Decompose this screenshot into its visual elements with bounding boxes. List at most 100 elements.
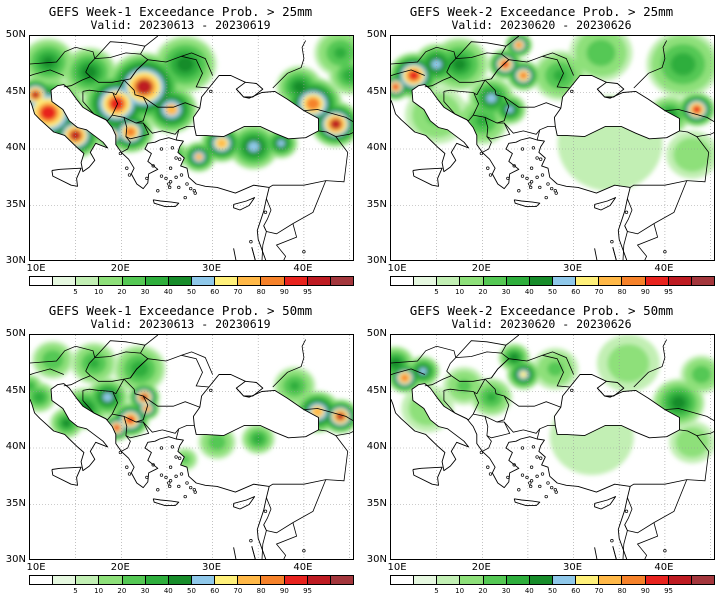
prob-contour-5 [549, 398, 634, 476]
lat-lon-grid [391, 36, 714, 260]
colorbar-label: 90 [640, 587, 650, 595]
coastlines-borders [30, 75, 319, 260]
lon-label: 20E [110, 562, 130, 573]
lat-label: 45N [366, 85, 387, 97]
prob-contour-95 [135, 79, 153, 95]
lat-label: 35N [5, 497, 26, 509]
colorbar-label: 95 [303, 288, 313, 296]
lat-label: 30N [5, 255, 26, 266]
prob-contour-90 [109, 97, 125, 111]
colorbar-swatch [168, 277, 192, 285]
colorbar-swatch [30, 576, 54, 584]
colorbar-swatch [552, 576, 577, 584]
prob-contour-90 [113, 424, 120, 431]
prob-contour-40 [391, 358, 401, 368]
prob-contour-90 [692, 105, 701, 114]
colorbar-swatch [506, 277, 530, 285]
colorbar-label: 5 [73, 587, 78, 595]
prob-contour-20 [691, 365, 712, 384]
colorbar-label: 90 [279, 587, 289, 595]
prob-contour-90 [408, 70, 420, 81]
prob-contour-40 [62, 419, 71, 427]
colorbar-swatch [53, 576, 77, 584]
colorbar-label: 60 [210, 288, 220, 296]
lat-label: 30N [5, 554, 26, 565]
islands [479, 89, 667, 254]
colorbar-swatch [238, 277, 262, 285]
colorbar-swatch [599, 277, 623, 285]
prob-contour-40 [671, 396, 686, 410]
prob-contour-30 [252, 433, 264, 445]
prob-contour-40 [42, 56, 55, 68]
colorbar-swatch [30, 277, 54, 285]
colorbar [390, 276, 715, 286]
prob-contour-40 [176, 56, 194, 73]
prob-contour-50 [277, 139, 285, 147]
prob-contour-40 [664, 110, 674, 120]
prob-contour-40 [453, 58, 466, 71]
prob-contour-70 [165, 104, 178, 115]
lat-lon-grid [30, 335, 353, 559]
lat-label: 50N [366, 29, 387, 40]
prob-contour-70 [217, 139, 227, 148]
colorbar-label: 30 [140, 288, 150, 296]
panel-valid-dates: Valid: 20230620 - 20230626 [451, 18, 632, 32]
map-panel-1: GEFS Week-1 Exceedance Prob. > 25mm Valid… [0, 0, 361, 299]
probability-map [30, 335, 353, 559]
colorbar-label: 30 [501, 587, 511, 595]
colorbar-label: 50 [548, 288, 557, 296]
probability-map [30, 36, 353, 260]
lat-label: 45N [5, 384, 26, 396]
map-panel-2: GEFS Week-2 Exceedance Prob. > 25mm Valid… [361, 0, 722, 299]
lat-lon-grid [391, 335, 714, 559]
colorbar-swatch [76, 576, 100, 584]
map-area [390, 334, 715, 560]
panel-valid-dates: Valid: 20230613 - 20230619 [90, 317, 271, 331]
colorbar-label: 5 [434, 587, 439, 595]
prob-contour-30 [33, 391, 45, 403]
lat-label: 50N [366, 328, 387, 339]
colorbar-swatch [330, 277, 353, 285]
panel-title: GEFS Week-1 Exceedance Prob. > 50mm [48, 303, 313, 318]
lat-label: 40N [366, 441, 387, 452]
lat-lon-grid [30, 36, 353, 260]
colorbar [29, 575, 354, 585]
prob-contour-40 [293, 81, 306, 93]
colorbar-label: 40 [163, 587, 173, 595]
colorbar-swatch [668, 576, 692, 584]
panel-valid-dates: Valid: 20230620 - 20230626 [451, 317, 632, 331]
lon-label: 30E [202, 263, 222, 274]
islands [118, 89, 306, 254]
colorbar-label: 5 [73, 288, 78, 296]
colorbar-swatch [261, 277, 285, 285]
prob-contour-90 [501, 60, 509, 68]
colorbar-swatch [284, 277, 308, 285]
prob-contour-20 [547, 361, 564, 377]
colorbar-label: 40 [524, 288, 534, 296]
lat-label: 30N [366, 255, 387, 266]
colorbar-swatch [437, 576, 461, 584]
prob-contour-30 [342, 68, 353, 83]
colorbar-swatch [668, 277, 692, 285]
colorbar-swatch [307, 576, 331, 584]
colorbar-swatch [284, 576, 308, 584]
lon-label: 20E [471, 263, 491, 274]
colorbar-swatch [506, 576, 530, 584]
colorbar-swatch [622, 277, 646, 285]
lon-label: 20E [110, 263, 130, 274]
colorbar-label: 80 [256, 288, 266, 296]
prob-contour-50 [431, 59, 442, 69]
colorbar-label: 95 [303, 587, 313, 595]
map-area [29, 35, 354, 261]
probability-field [30, 340, 353, 471]
country-borders [391, 36, 714, 260]
colorbar-label: 10 [455, 288, 465, 296]
prob-contour-80 [401, 374, 409, 382]
colorbar-label: 50 [187, 587, 196, 595]
colorbar-label: 40 [163, 288, 173, 296]
lat-label: 35N [5, 198, 26, 210]
colorbar-swatch [599, 576, 623, 584]
probability-field [391, 335, 714, 476]
prob-contour-10 [607, 344, 650, 383]
country-borders [30, 335, 353, 559]
